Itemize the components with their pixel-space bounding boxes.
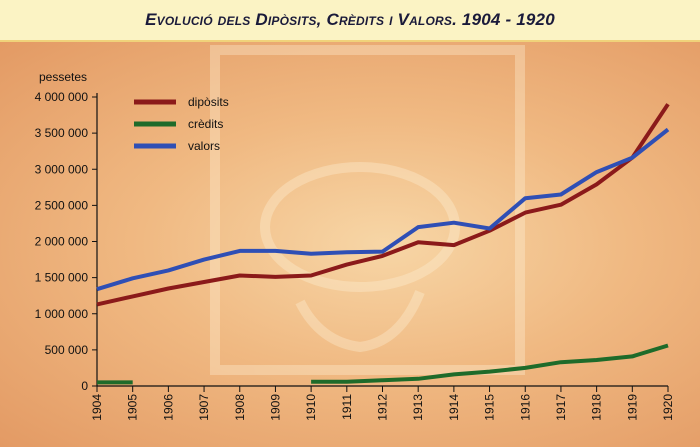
x-tick-label: 1915 [483,394,497,421]
x-tick-label: 1913 [411,394,425,421]
axes: pessetes 0 500 000 1 000 000 1 500 000 2 000 … [35,70,675,421]
line-chart: pessetes 0 500 000 1 000 000 1 500 000 2 000 … [35,45,675,421]
title-band: Evolució dels Dipòsits, Crèdits i Valors… [0,0,700,42]
chart-area: pessetes 0 500 000 1 000 000 1 500 000 2 000 … [0,42,700,447]
y-tick-label: 1 000 000 [35,307,89,321]
series-line-valors [96,127,670,292]
y-tick-label: 3 000 000 [35,162,89,176]
y-tick-label: 0 [81,379,88,393]
legend-label-valors: valors [188,139,220,153]
y-tick-label: 1 500 000 [35,271,89,285]
x-tick-label: 1907 [197,394,211,421]
emblem-leaves [260,162,460,292]
x-tick-label: 1904 [90,394,104,421]
y-axis-unit-label: pessetes [39,70,87,84]
legend-label-diposits: dipòsits [188,95,229,109]
x-tick-label: 1908 [233,394,247,421]
y-tick-label: 4 000 000 [35,90,89,104]
y-tick-label: 2 500 000 [35,198,89,212]
y-tick-label: 2 000 000 [35,235,89,249]
emblem-fist [295,290,425,353]
x-tick-label: 1916 [518,394,532,421]
x-tick-label: 1912 [376,394,390,421]
x-tick-label: 1906 [161,394,175,421]
series-layer [96,103,670,385]
legend-label-credits: crèdits [188,117,223,131]
x-tick-label: 1920 [661,394,675,421]
series-line-diposits [96,103,670,307]
legend: dipòsits crèdits valors [134,95,229,153]
x-tick-label: 1918 [590,394,604,421]
y-tick-label: 500 000 [45,343,89,357]
x-tick-label: 1905 [126,394,140,421]
x-tick-label: 1909 [268,394,282,421]
y-tick-label: 3 500 000 [35,126,89,140]
chart-title: Evolució dels Dipòsits, Crèdits i Valors… [145,10,555,29]
emblem-frame [210,45,525,375]
x-tick-label: 1911 [340,394,354,420]
x-tick-label: 1919 [625,394,639,421]
emblem-watermark [210,45,525,375]
x-tick-label: 1914 [447,394,461,421]
x-tick-label: 1910 [304,394,318,421]
x-tick-label: 1917 [554,394,568,421]
